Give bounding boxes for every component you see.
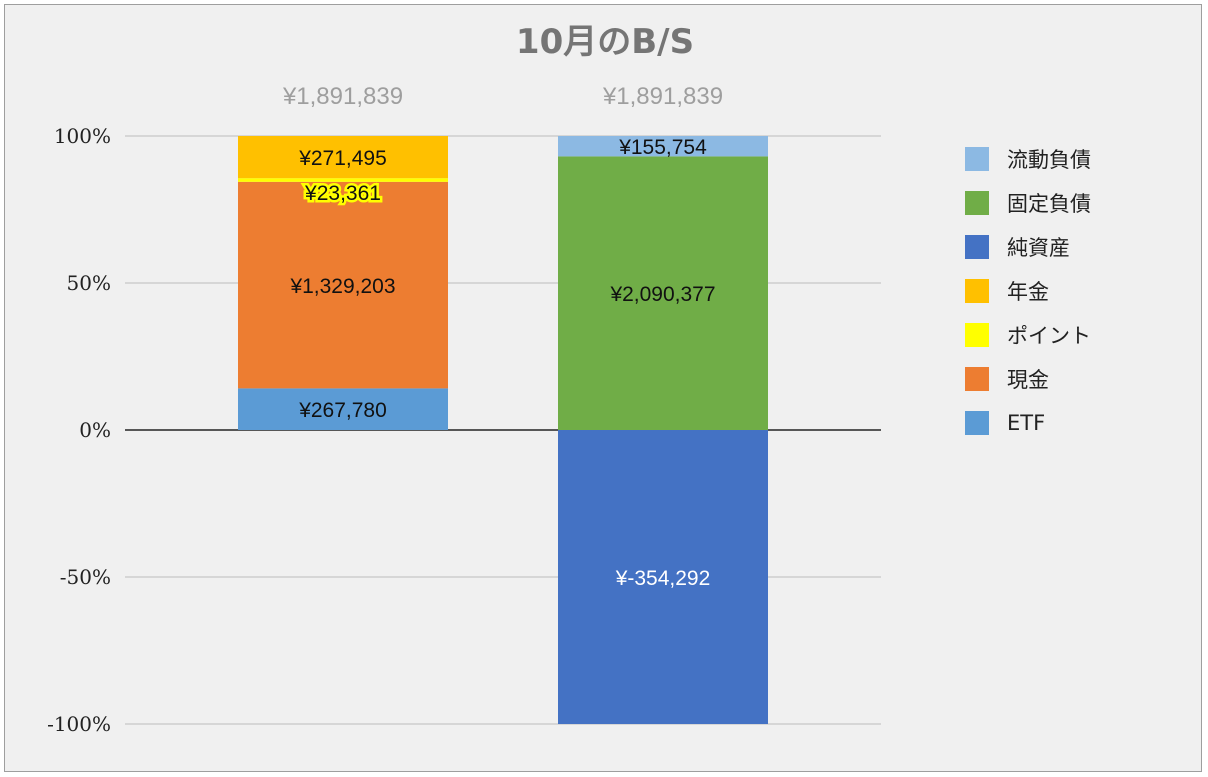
legend-swatch [965, 235, 989, 259]
legend-item: ETF [965, 401, 1091, 445]
y-tick-label: -50% [60, 565, 111, 589]
legend-item: ポイント [965, 313, 1091, 357]
legend-swatch [965, 367, 989, 391]
legend-label: 年金 [1007, 280, 1049, 304]
bar-segment [238, 136, 448, 179]
y-tick-label: 100% [54, 124, 111, 148]
bar-data-label: ¥-354,292 [615, 567, 711, 590]
bar-segment [238, 388, 448, 430]
legend-swatch [965, 191, 989, 215]
legend-item: 年金 [965, 269, 1091, 313]
legend-label: ポイント [1007, 324, 1091, 348]
bar-data-label: ¥271,495 [298, 147, 387, 170]
bar-segment [558, 156, 768, 431]
legend-label: 固定負債 [1007, 192, 1091, 216]
bs-chart: 10月のB/S 100% 50% 0% -50% -100% ¥1,891,839 ¥1,89… [47, 22, 881, 736]
legend-label: ETF [1007, 411, 1046, 435]
chart-title: 10月のB/S [516, 22, 694, 62]
bar-data-label: ¥155,754 [618, 136, 707, 159]
legend-swatch [965, 279, 989, 303]
bar-total-label: ¥1,891,839 [602, 83, 723, 110]
bar-segment [558, 430, 768, 724]
bar-data-label: ¥1,329,203 [289, 275, 395, 298]
bar-segment [238, 181, 448, 389]
legend-item: 純資産 [965, 225, 1091, 269]
legend-swatch [965, 323, 989, 347]
bar-segment [238, 178, 448, 182]
legend-item: 流動負債 [965, 137, 1091, 181]
y-tick-label: 50% [67, 271, 111, 295]
legend-swatch [965, 411, 989, 435]
y-tick-label: -100% [47, 712, 111, 736]
chart-legend: 流動負債固定負債純資産年金ポイント現金 ETF [965, 137, 1091, 445]
y-tick-label: 0% [79, 418, 111, 442]
legend-label: 流動負債 [1007, 148, 1091, 172]
bar-data-label: ¥2,090,377 [609, 283, 715, 306]
legend-swatch [965, 147, 989, 171]
chart-frame: 10月のB/S 100% 50% 0% -50% -100% ¥1,891,839 ¥1,89… [4, 4, 1202, 772]
legend-item: 現金 [965, 357, 1091, 401]
bar-data-label: ¥23,361 [304, 182, 381, 205]
bar-segment [558, 136, 768, 157]
bar-data-label: ¥267,780 [298, 399, 387, 422]
legend-label: 現金 [1007, 368, 1049, 392]
legend-label: 純資産 [1007, 236, 1070, 260]
bar-total-label: ¥1,891,839 [282, 83, 403, 110]
legend-item: 固定負債 [965, 181, 1091, 225]
